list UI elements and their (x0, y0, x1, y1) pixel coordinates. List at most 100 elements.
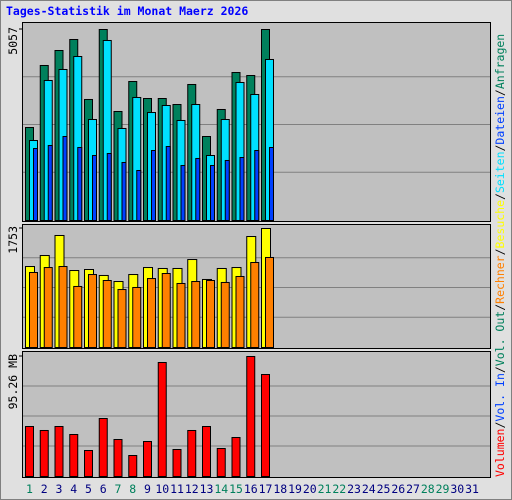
bar (246, 356, 256, 477)
bar (269, 146, 274, 222)
legend-entry: Volumen (493, 429, 507, 477)
bar (191, 281, 201, 349)
bar (92, 154, 97, 221)
bar (157, 361, 167, 477)
bar (224, 159, 230, 221)
x-tick-label: 11 (170, 482, 184, 496)
x-tick-label: 19 (288, 482, 302, 496)
x-tick-label: 21 (318, 482, 332, 496)
x-tick-label: 2 (41, 482, 48, 496)
x-tick-label: 26 (391, 482, 405, 496)
y-tick-label: 1753 (6, 226, 20, 254)
bar (176, 282, 186, 349)
bar (106, 152, 112, 222)
bar (69, 434, 79, 477)
legend-entry: Besuche (493, 200, 507, 249)
bar (250, 262, 260, 349)
legend-separator: / (493, 304, 507, 311)
x-tick-label: 23 (347, 482, 361, 496)
x-tick-label: 20 (303, 482, 317, 496)
bar (117, 289, 127, 348)
bar (33, 148, 38, 222)
x-tick-label: 14 (214, 482, 228, 496)
x-tick-label: 22 (332, 482, 346, 496)
bar (143, 441, 152, 477)
bar (261, 374, 270, 477)
x-tick-label: 10 (155, 482, 169, 496)
legend-separator: / (493, 366, 507, 373)
x-tick-label: 3 (56, 482, 63, 496)
bar (136, 169, 142, 221)
bar (73, 285, 83, 349)
bar (239, 157, 245, 221)
legend-entry: Anfragen (493, 34, 507, 89)
bar (206, 279, 215, 349)
legend-separator: / (493, 422, 507, 429)
x-tick-label: 4 (70, 482, 77, 496)
bar (43, 267, 53, 348)
bar (220, 281, 230, 349)
legend-separator: / (493, 193, 507, 200)
bar (84, 449, 93, 477)
bar (235, 275, 245, 348)
bar (187, 429, 197, 478)
x-tick-label: 25 (377, 482, 391, 496)
x-tick-label: 9 (144, 482, 151, 496)
bar (77, 146, 83, 222)
x-tick-label: 15 (229, 482, 243, 496)
bar (39, 429, 49, 478)
x-tick-label: 18 (273, 482, 287, 496)
bar (132, 286, 142, 349)
x-tick-label: 29 (436, 482, 450, 496)
bar (254, 150, 260, 221)
x-tick-label: 27 (406, 482, 420, 496)
bar (121, 161, 127, 222)
bar (29, 271, 38, 348)
legend-entry: Seiten (493, 152, 507, 194)
bar (58, 266, 68, 348)
y-tick-label: 5057 (6, 27, 20, 55)
bar (195, 157, 201, 222)
x-tick-label: 24 (362, 482, 376, 496)
bar (202, 426, 211, 478)
bar (172, 449, 182, 477)
x-tick-label: 6 (100, 482, 107, 496)
bar (98, 418, 108, 477)
legend: Volumen/Vol. In/Vol. Out/Rechner/Besuche… (493, 34, 507, 477)
bar (216, 447, 226, 478)
legend-entry: Vol. Out (493, 311, 507, 366)
x-tick-label: 16 (244, 482, 258, 496)
bar (62, 136, 68, 221)
x-tick-label: 7 (115, 482, 122, 496)
legend-separator: / (493, 145, 507, 152)
bar (165, 146, 171, 221)
bar (231, 436, 241, 477)
bar (161, 273, 171, 348)
x-tick-label: 1 (26, 482, 33, 496)
x-tick-label: 30 (450, 482, 464, 496)
x-tick-label: 13 (200, 482, 214, 496)
bar (25, 426, 34, 478)
bar (210, 165, 215, 221)
x-tick-label: 8 (129, 482, 136, 496)
legend-entry: Vol. In (493, 373, 507, 421)
bar (265, 256, 274, 348)
legend-entry: Rechner (493, 255, 507, 304)
bar (88, 274, 97, 348)
x-tick-label: 17 (259, 482, 273, 496)
legend-separator: / (493, 248, 507, 255)
legend-separator: / (493, 89, 507, 96)
y-tick-label: 95.26 MB (6, 354, 20, 409)
bar (47, 144, 53, 221)
chart-title: Tages-Statistik im Monat Maerz 2026 (6, 4, 248, 18)
x-tick-label: 28 (421, 482, 435, 496)
bar (151, 150, 156, 221)
bar (180, 165, 186, 221)
bar (147, 278, 156, 349)
bar (54, 426, 64, 478)
bar (102, 279, 112, 349)
x-tick-label: 31 (465, 482, 479, 496)
bar (128, 455, 138, 478)
bar (113, 439, 123, 478)
